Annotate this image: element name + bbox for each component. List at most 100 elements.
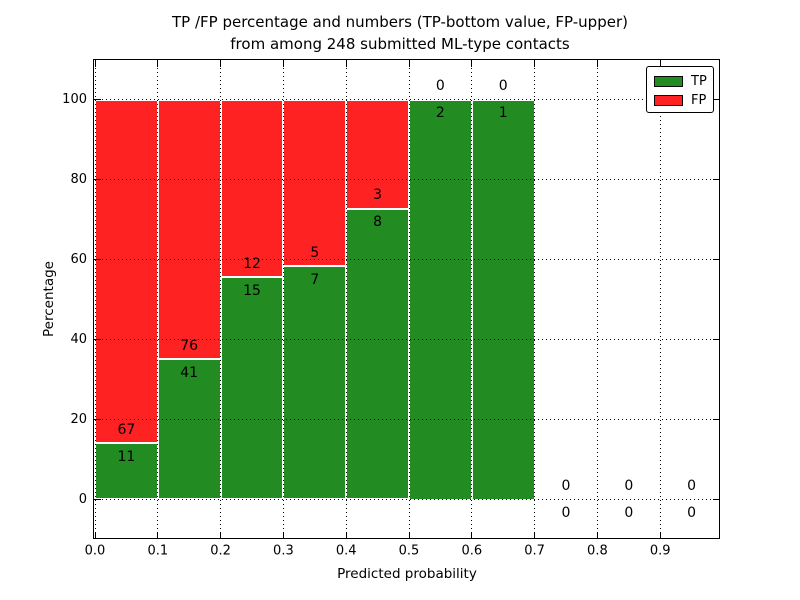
x-tick-mark [471, 532, 473, 538]
x-tick-label: 0.0 [84, 543, 106, 559]
tp-swatch [654, 76, 683, 87]
x-tick-mark [220, 532, 222, 538]
x-tick-mark [471, 61, 473, 67]
tp-count-label: 8 [373, 214, 383, 231]
x-tick-label: 0.8 [587, 543, 608, 559]
gridline-vertical [534, 60, 536, 539]
legend-item-tp: TP [647, 72, 713, 91]
x-tick-label: 0.3 [273, 543, 294, 559]
tp-count-label: 1 [498, 105, 508, 121]
bar-segment-fp [157, 99, 221, 360]
y-tick-mark [713, 419, 719, 420]
chart-title-line2: from among 248 submitted ML-type contact… [230, 35, 570, 53]
x-tick-mark [596, 61, 598, 67]
x-tick-mark [408, 61, 410, 67]
x-tick-mark [94, 532, 96, 538]
tp-count-label: 11 [117, 448, 136, 465]
x-tick-mark [596, 532, 598, 538]
legend-label-fp: FP [691, 93, 707, 108]
gridline-vertical [94, 60, 96, 539]
x-tick-label: 0.7 [524, 543, 545, 559]
x-tick-mark [282, 61, 284, 67]
y-tick-label: 40 [70, 331, 87, 347]
gridline-vertical [345, 60, 347, 539]
gridline-horizontal [94, 499, 720, 500]
y-tick-label: 100 [62, 91, 87, 107]
x-tick-mark [659, 532, 661, 538]
fp-count-label: 0 [624, 478, 634, 494]
fp-count-label: 76 [180, 337, 199, 354]
tp-count-label: 2 [435, 105, 445, 121]
x-tick-label: 0.9 [649, 543, 671, 559]
y-tick-mark [95, 179, 101, 180]
x-tick-label: 0.5 [398, 543, 420, 559]
bar-segment-fp [283, 99, 347, 267]
y-tick-mark [95, 419, 101, 420]
x-tick-mark [94, 61, 96, 67]
legend-item-fp: FP [647, 91, 713, 110]
x-tick-mark [157, 532, 159, 538]
x-tick-mark [345, 532, 347, 538]
y-tick-mark [713, 339, 719, 340]
gridline-horizontal [94, 99, 720, 100]
fp-count-label: 12 [243, 255, 261, 272]
x-tick-label: 0.1 [147, 543, 169, 559]
x-tick-mark [157, 61, 159, 67]
gridline-vertical [596, 60, 598, 539]
x-tick-mark [282, 532, 284, 538]
fp-count-label: 0 [687, 478, 697, 494]
y-tick-mark [95, 339, 101, 340]
tp-count-label: 41 [180, 364, 199, 381]
tp-count-label: 15 [243, 282, 261, 299]
y-tick-mark [95, 499, 101, 500]
x-tick-mark [220, 61, 222, 67]
fp-count-label: 0 [435, 78, 445, 94]
x-tick-mark [534, 532, 536, 538]
plot-area [93, 59, 720, 539]
x-tick-mark [534, 61, 536, 67]
x-axis-title: Predicted probability [337, 566, 477, 582]
chart-title: TP /FP percentage and numbers (TP-bottom… [0, 11, 800, 55]
y-tick-mark [95, 259, 101, 260]
y-tick-label: 0 [78, 491, 87, 507]
tp-count-label: 0 [687, 505, 697, 521]
gridline-vertical [282, 60, 284, 539]
fp-count-label: 5 [310, 244, 320, 261]
fp-count-label: 0 [498, 78, 508, 94]
y-tick-label: 80 [70, 171, 87, 187]
y-tick-mark [713, 499, 719, 500]
fp-count-label: 67 [117, 421, 136, 438]
y-tick-mark [95, 99, 101, 100]
chart-title-line1: TP /FP percentage and numbers (TP-bottom… [172, 13, 628, 31]
gridline-vertical [659, 60, 661, 539]
tp-count-label: 7 [310, 271, 320, 288]
y-tick-label: 20 [70, 411, 87, 427]
gridline-horizontal [94, 259, 720, 260]
x-tick-mark [659, 61, 661, 67]
gridline-vertical [471, 60, 473, 539]
bar-segment-tp [95, 443, 158, 500]
gridline-vertical [157, 60, 159, 539]
bar-segment-tp [471, 99, 535, 500]
tp-count-label: 0 [624, 505, 634, 521]
y-tick-mark [713, 99, 719, 100]
tp-count-label: 0 [561, 505, 571, 521]
x-tick-label: 0.4 [335, 543, 357, 559]
fp-count-label: 3 [373, 187, 383, 204]
gridline-vertical [408, 60, 410, 539]
fp-swatch [654, 95, 683, 106]
bar-segment-tp [346, 208, 409, 500]
gridline-horizontal [94, 339, 720, 340]
gridline-horizontal [94, 419, 720, 420]
gridline-horizontal [94, 179, 720, 180]
y-tick-label: 60 [70, 251, 87, 267]
legend: TP FP [646, 66, 714, 113]
x-tick-mark [408, 532, 410, 538]
gridline-vertical [220, 60, 222, 539]
y-tick-mark [713, 259, 719, 260]
x-tick-mark [345, 61, 347, 67]
x-tick-label: 0.2 [210, 543, 231, 559]
y-axis-title: Percentage [41, 261, 57, 337]
fp-count-label: 0 [561, 478, 571, 494]
